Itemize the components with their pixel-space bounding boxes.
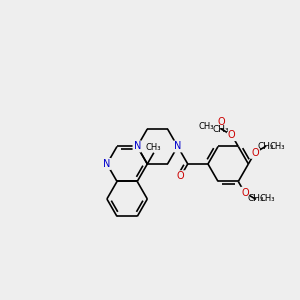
Text: CH₃: CH₃ xyxy=(247,194,264,203)
Text: N: N xyxy=(174,142,181,152)
Text: O: O xyxy=(241,188,249,198)
Text: CH₃: CH₃ xyxy=(146,143,161,152)
Text: CH₃: CH₃ xyxy=(213,124,230,134)
Text: CH₃: CH₃ xyxy=(270,142,285,151)
Text: CH₃: CH₃ xyxy=(257,142,274,151)
Text: O: O xyxy=(241,188,249,198)
Text: O: O xyxy=(228,130,236,140)
Text: CH₃: CH₃ xyxy=(260,194,275,203)
Text: N: N xyxy=(134,142,141,152)
Text: N: N xyxy=(103,159,111,169)
Text: O: O xyxy=(218,117,225,127)
Text: CH₃: CH₃ xyxy=(198,122,214,131)
Text: O: O xyxy=(251,148,259,158)
Text: O: O xyxy=(228,130,236,140)
Text: O: O xyxy=(177,171,184,181)
Text: O: O xyxy=(251,148,259,158)
